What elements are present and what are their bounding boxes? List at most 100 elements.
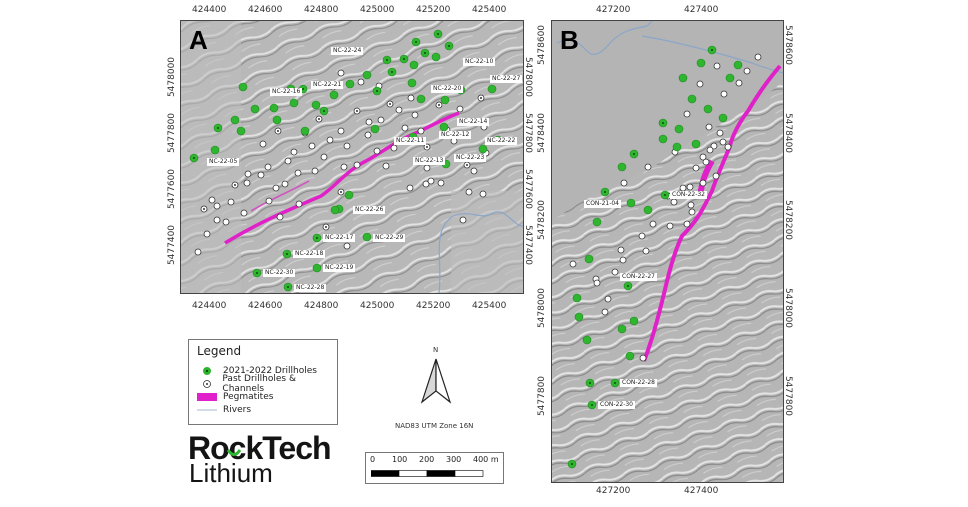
pegmatite-body xyxy=(224,111,460,245)
x-tick: 425400 xyxy=(472,5,507,15)
drillhole-label: CON-22-30 xyxy=(598,401,635,409)
river-line-icon xyxy=(197,405,217,415)
river-line xyxy=(438,211,523,293)
scale-bar: 0 100 200 300 400 m xyxy=(365,452,504,484)
drillhole-label: NC-22-22 xyxy=(485,137,518,145)
projection-label: NAD83 UTM Zone 16N xyxy=(395,422,474,430)
legend-item-rivers: Rivers xyxy=(197,404,251,416)
scale-bar-segments xyxy=(371,470,484,477)
y-tick: 5477400 xyxy=(523,224,534,266)
drillhole-label: NC-22-20 xyxy=(431,85,464,93)
x-tick: 424800 xyxy=(304,5,339,15)
pegmatite-swatch-icon xyxy=(197,392,217,402)
drillhole-label: CON-22-32 xyxy=(670,191,707,199)
drillhole-label: CON-22-28 xyxy=(620,379,657,387)
x-tick: 425000 xyxy=(360,5,395,15)
x-tick: 425400 xyxy=(472,301,507,311)
y-tick: 5478000 xyxy=(167,56,178,98)
y-tick: 5477400 xyxy=(167,224,178,266)
y-tick: 5478000 xyxy=(783,287,794,329)
past-drillholes-centers xyxy=(203,97,482,228)
x-tick: 427200 xyxy=(596,5,631,15)
y-tick: 5477800 xyxy=(167,112,178,154)
x-tick: 424600 xyxy=(248,301,283,311)
y-tick: 5478600 xyxy=(537,24,548,66)
x-tick: 424800 xyxy=(304,301,339,311)
drillhole-label: NC-22-30 xyxy=(263,269,296,277)
legend-label: Past Drillholes & Channels xyxy=(222,374,296,394)
legend-item-pegmatites: Pegmatites xyxy=(197,391,273,403)
scale-label: 0 xyxy=(370,455,376,464)
y-tick: 5478400 xyxy=(537,112,548,154)
y-tick: 5477800 xyxy=(783,375,794,417)
logo-subtitle: Lithium xyxy=(189,458,273,488)
river-line xyxy=(556,21,653,55)
legend-label: 2021-2022 Drillholes xyxy=(223,366,317,376)
y-tick: 5478200 xyxy=(537,199,548,241)
past-drillholes-b xyxy=(569,53,762,362)
hillshade-terrain-b xyxy=(552,21,783,482)
new-drillholes-centers xyxy=(571,49,713,465)
logo-check-icon xyxy=(226,449,242,456)
x-tick: 425200 xyxy=(416,5,451,15)
new-drillholes-b xyxy=(567,45,743,469)
x-tick: 427200 xyxy=(596,486,631,496)
drillhole-label: NC-22-11 xyxy=(394,137,427,145)
drillhole-label: NC-22-23 xyxy=(454,154,487,162)
drillhole-label: CON-21-04 xyxy=(584,200,621,208)
y-tick: 5478000 xyxy=(537,287,548,329)
drillhole-label: NC-22-26 xyxy=(353,206,386,214)
x-tick: 427400 xyxy=(684,486,719,496)
scale-label: 300 xyxy=(446,455,462,464)
drillhole-label: NC-22-28 xyxy=(294,284,327,292)
drillhole-label: CON-22-27 xyxy=(620,273,657,281)
x-tick: 424400 xyxy=(192,5,227,15)
north-label: N xyxy=(433,346,439,354)
panel-letter-a: A xyxy=(189,25,208,55)
scale-label: 200 xyxy=(419,455,435,464)
drillhole-label: NC-22-27 xyxy=(490,75,523,83)
map-b-frame[interactable]: B CON-22-32 CON-21-04 CON-22-27 CON-22-2… xyxy=(551,20,784,483)
map-a-frame[interactable]: A NC-22-24 NC-22-10 NC-22-27 NC-22-21 NC… xyxy=(180,20,524,294)
drillhole-label: NC-22-12 xyxy=(439,131,472,139)
y-tick: 5478000 xyxy=(523,56,534,98)
legend-item-past-drillholes: Past Drillholes & Channels xyxy=(197,374,337,394)
scale-label: 100 xyxy=(392,455,408,464)
new-drillholes-centers xyxy=(193,33,450,288)
legend-label: Rivers xyxy=(223,405,252,415)
y-tick: 5477600 xyxy=(523,168,534,210)
drillhole-label: NC-22-05 xyxy=(207,158,240,166)
y-tick: 5477800 xyxy=(523,112,534,154)
x-tick: 427400 xyxy=(684,5,719,15)
legend-item-new-drillholes: 2021-2022 Drillholes xyxy=(197,365,317,377)
legend: Legend 2021-2022 Drillholes Past Drillho… xyxy=(188,339,338,425)
drillhole-label: NC-22-10 xyxy=(463,58,496,66)
y-tick: 5477600 xyxy=(167,168,178,210)
drillhole-label: NC-22-17 xyxy=(323,234,356,242)
drillhole-label: NC-22-29 xyxy=(373,234,406,242)
y-tick: 5478200 xyxy=(783,199,794,241)
y-tick: 5478600 xyxy=(783,24,794,66)
drillhole-label: NC-22-24 xyxy=(331,47,364,55)
drillhole-label: NC-22-14 xyxy=(457,118,490,126)
x-tick: 425000 xyxy=(360,301,395,311)
past-drillhole-icon xyxy=(197,379,216,389)
x-tick: 424400 xyxy=(192,301,227,311)
pegmatite-body xyxy=(250,180,310,212)
panel-letter-b: B xyxy=(560,25,579,55)
drillhole-label: NC-22-21 xyxy=(311,81,344,89)
legend-label: Pegmatites xyxy=(223,392,274,402)
y-tick: 5478400 xyxy=(783,112,794,154)
logo-wordmark: RockTech xyxy=(188,430,332,466)
drillhole-label: NC-22-13 xyxy=(413,157,446,165)
x-tick: 425200 xyxy=(416,301,451,311)
y-tick: 5477800 xyxy=(537,375,548,417)
north-arrow-icon xyxy=(420,358,452,404)
pegmatite-body xyxy=(642,64,782,362)
scale-label: 400 m xyxy=(473,455,499,464)
drillhole-label: NC-22-19 xyxy=(323,264,356,272)
green-drillhole-icon xyxy=(197,366,217,376)
x-tick: 424600 xyxy=(248,5,283,15)
legend-title: Legend xyxy=(197,344,242,358)
drillhole-label: NC-22-18 xyxy=(293,250,326,258)
